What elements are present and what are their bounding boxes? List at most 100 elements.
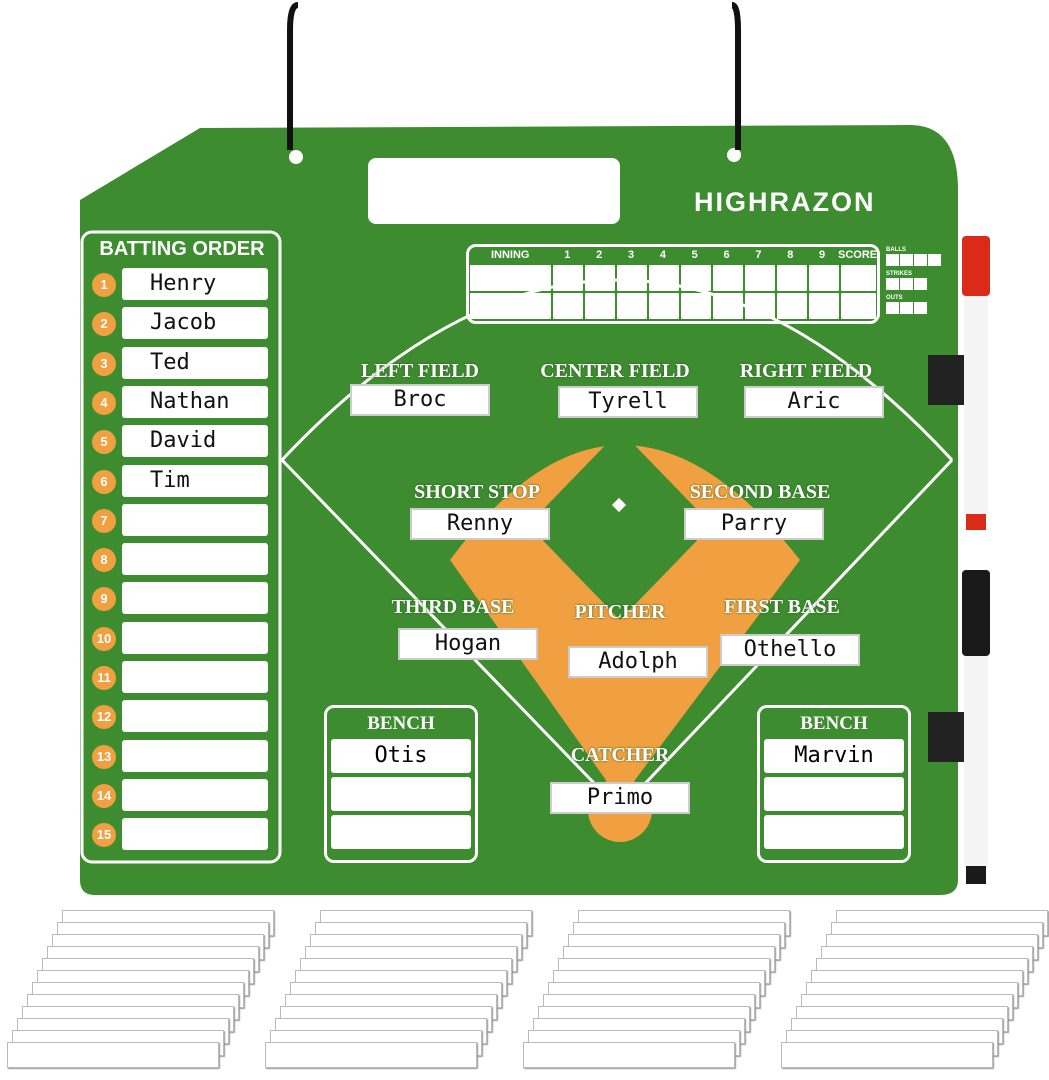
score-cell[interactable]	[616, 265, 647, 291]
batting-name-tag[interactable]	[122, 818, 268, 851]
batting-number: 12	[92, 705, 116, 730]
score-cell[interactable]	[584, 265, 615, 291]
batting-number: 9	[92, 587, 116, 612]
batting-name-tag[interactable]	[122, 503, 268, 536]
batting-order-row: 1 Henry	[90, 268, 272, 302]
scoreboard-header: 7	[755, 249, 762, 261]
right-field-label: RIGHT FIELD	[739, 360, 873, 382]
batting-name-tag[interactable]: Tim	[122, 464, 268, 497]
short-stop-tag[interactable]: Renny	[410, 508, 550, 540]
batting-order-row: 10	[90, 621, 272, 656]
short-stop-label: SHORT STOP	[414, 481, 540, 503]
batting-name-tag[interactable]	[122, 543, 268, 576]
scoreboard-header: 9	[819, 249, 826, 261]
score-cell[interactable]	[809, 265, 840, 291]
batting-order-row: 8	[90, 543, 272, 577]
blank-magnet[interactable]	[7, 1042, 219, 1068]
bench-tag[interactable]: Otis	[331, 739, 471, 773]
bench-tag[interactable]	[331, 777, 471, 811]
center-field-label: CENTER FIELD	[540, 360, 690, 382]
bench-right-title: BENCH	[800, 713, 868, 734]
batting-name-tag[interactable]: Jacob	[122, 307, 268, 340]
magnet-stack	[258, 910, 533, 1078]
scoreboard-header: 5	[691, 249, 698, 261]
bench-left: BENCH Otis	[324, 705, 478, 863]
blank-magnet[interactable]	[523, 1042, 735, 1068]
pitcher-label: PITCHER	[574, 601, 666, 623]
batting-number: 7	[92, 508, 116, 533]
bench-tag[interactable]	[764, 777, 904, 811]
batting-order-row: 13	[90, 739, 272, 774]
batting-name-tag[interactable]: Henry	[122, 268, 268, 300]
bench-right: BENCH Marvin	[757, 705, 911, 863]
score-cell[interactable]	[841, 265, 876, 291]
batting-name-tag[interactable]	[122, 778, 268, 811]
batting-name-tag[interactable]: Ted	[122, 346, 268, 379]
batting-order-row: 6 Tim	[90, 464, 272, 499]
scoreboard-header: SCORE	[838, 249, 878, 261]
first-base-tag[interactable]: Othello	[720, 634, 860, 666]
score-cell[interactable]	[777, 293, 808, 319]
bench-left-title: BENCH	[367, 713, 435, 734]
score-cell[interactable]	[616, 293, 647, 319]
score-cell[interactable]	[713, 265, 744, 291]
center-field-tag[interactable]: Tyrell	[558, 386, 698, 418]
score-cell[interactable]	[777, 265, 808, 291]
bench-tag[interactable]	[764, 815, 904, 849]
batting-order-row: 9	[90, 582, 272, 616]
left-field-tag[interactable]: Broc	[350, 384, 490, 416]
left-field-label: LEFT FIELD	[361, 360, 479, 382]
batting-name-tag[interactable]	[122, 621, 268, 654]
brand-logo: HIGHRAZON	[694, 187, 876, 217]
scoreboard-header: INNING	[490, 249, 530, 261]
score-cell[interactable]	[713, 293, 744, 319]
pitcher-tag[interactable]: Adolph	[568, 646, 708, 678]
scoreboard-header: 8	[787, 249, 794, 261]
batting-name-tag[interactable]	[122, 739, 268, 772]
magnet-stack	[774, 910, 1049, 1078]
score-cell[interactable]	[470, 265, 551, 291]
bench-tag[interactable]	[331, 815, 471, 849]
catcher-tag[interactable]: Primo	[550, 782, 690, 814]
batting-number: 14	[92, 783, 116, 808]
score-cell[interactable]	[680, 265, 711, 291]
scoreboard-header: 2	[596, 249, 603, 261]
score-cell[interactable]	[841, 293, 876, 319]
score-cell[interactable]	[680, 293, 711, 319]
blank-magnet[interactable]	[781, 1042, 993, 1068]
score-cell[interactable]	[745, 265, 776, 291]
batting-order-row: 14	[90, 778, 272, 813]
second-base-tag[interactable]: Parry	[684, 508, 824, 540]
scoreboard-header: 3	[627, 249, 635, 261]
scoreboard-header: 1	[564, 249, 571, 261]
score-cell[interactable]	[648, 265, 679, 291]
batting-order-row: 12	[90, 700, 272, 734]
balls-label: BALLS	[886, 247, 906, 253]
batting-name-tag[interactable]	[122, 661, 268, 693]
batting-number: 2	[92, 312, 116, 337]
blank-magnet[interactable]	[265, 1042, 477, 1068]
score-cell[interactable]	[745, 293, 776, 319]
score-cell[interactable]	[584, 293, 615, 319]
bench-tag[interactable]: Marvin	[764, 739, 904, 773]
outs-label: OUTS	[886, 295, 903, 301]
catcher-label: CATCHER	[570, 744, 670, 766]
batting-name-tag[interactable]	[122, 582, 268, 615]
count-board: BALLS STRIKES OUTS	[886, 247, 942, 319]
score-cell[interactable]	[809, 293, 840, 319]
batting-name-tag[interactable]: Nathan	[122, 385, 268, 418]
score-cell[interactable]	[470, 293, 551, 319]
batting-name-tag[interactable]: David	[122, 425, 268, 458]
batting-order-title: BATTING ORDER	[99, 238, 265, 260]
score-cell[interactable]	[648, 293, 679, 319]
batting-number: 10	[92, 626, 116, 651]
scoreboard-header: 4	[659, 249, 666, 261]
batting-number: 8	[92, 548, 116, 573]
score-cell[interactable]	[552, 265, 583, 291]
right-field-tag[interactable]: Aric	[744, 386, 884, 418]
third-base-tag[interactable]: Hogan	[398, 628, 538, 660]
score-cell[interactable]	[552, 293, 583, 319]
batting-name-tag[interactable]	[122, 700, 268, 733]
scoreboard: INNING 1 2 3 4 5 6 7 8 9 SCORE	[466, 244, 880, 324]
batting-order-row: 4 Nathan	[90, 385, 272, 420]
